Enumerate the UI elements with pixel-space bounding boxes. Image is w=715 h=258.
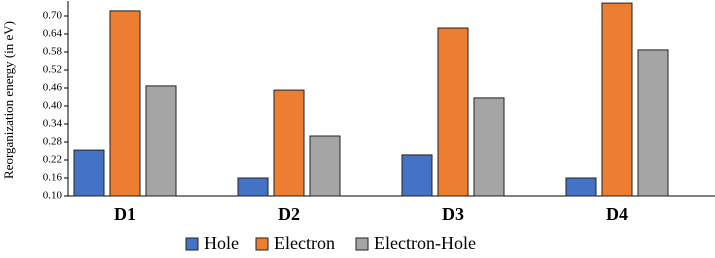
bar [637, 49, 669, 197]
bar [73, 149, 105, 197]
y-tick-label: 0.46 [43, 82, 63, 94]
y-tick-label: 0.58 [43, 46, 63, 58]
bar [401, 154, 433, 197]
y-tick-label: 0.64 [43, 28, 63, 40]
x-tick-label: D2 [278, 204, 300, 224]
legend-label: Hole [204, 233, 239, 253]
x-tick-label: D3 [442, 204, 464, 224]
bar [273, 89, 305, 197]
y-tick-label: 0.52 [43, 64, 62, 76]
y-tick-label: 0.10 [43, 190, 63, 202]
bar [437, 27, 469, 197]
bar [145, 85, 177, 197]
y-tick-label: 0.22 [43, 154, 62, 166]
y-axis-label: Reorganization energy (in eV) [1, 21, 16, 179]
y-tick-label: 0.16 [43, 172, 63, 184]
bar [237, 177, 269, 197]
bar [109, 10, 141, 197]
bar [565, 177, 597, 197]
legend-swatch [185, 237, 199, 251]
y-tick-label: 0.70 [43, 10, 63, 22]
bar [473, 97, 505, 197]
legend-swatch [255, 237, 269, 251]
bar [309, 135, 341, 197]
y-tick-label: 0.34 [43, 118, 63, 130]
y-tick-label: 0.40 [43, 100, 63, 112]
legend-label: Electron-Hole [374, 233, 476, 253]
x-tick-label: D1 [114, 204, 136, 224]
bar [601, 2, 633, 197]
legend-label: Electron [274, 233, 335, 253]
y-tick-label: 0.28 [43, 136, 63, 148]
x-tick-label: D4 [606, 204, 628, 224]
legend-swatch [355, 237, 369, 251]
